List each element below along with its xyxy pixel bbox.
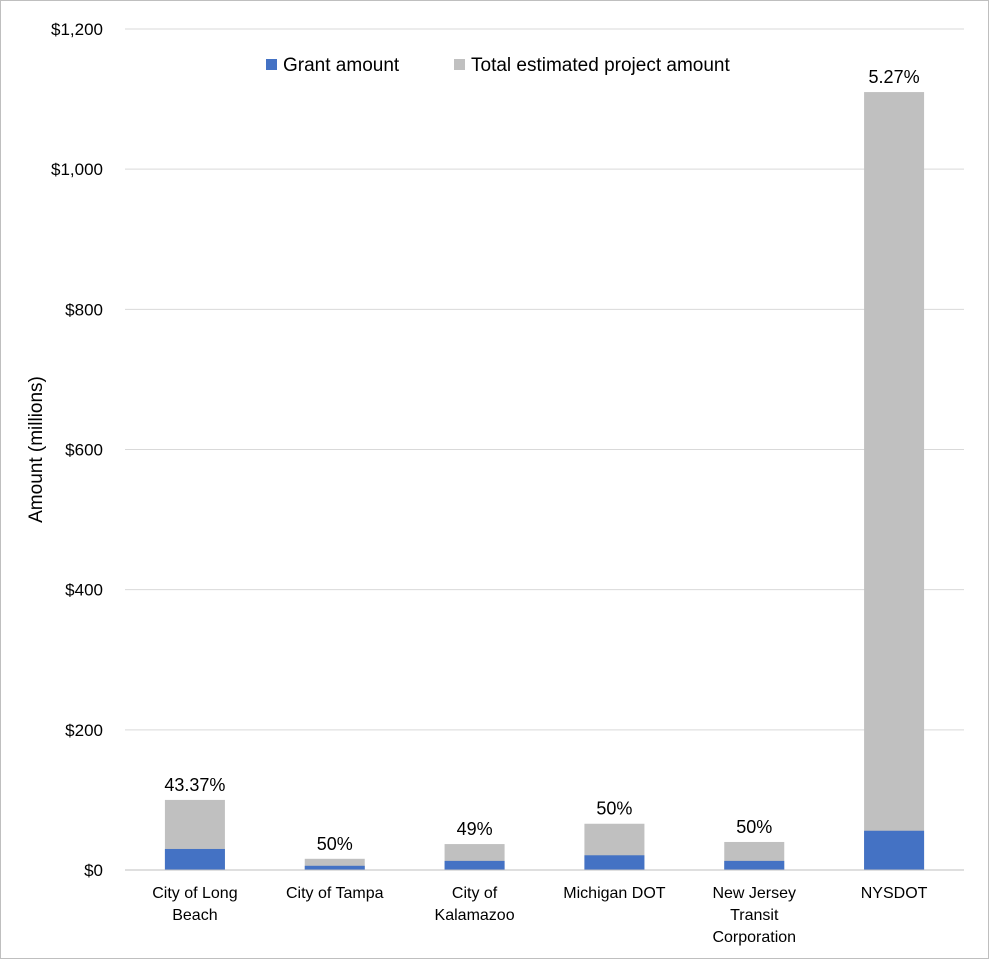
bar-grant <box>164 848 225 870</box>
data-label: 50% <box>317 834 353 854</box>
x-category-label: City of Tampa <box>286 885 384 902</box>
bar-grant <box>304 865 365 870</box>
y-tick-label: $400 <box>65 581 103 600</box>
x-category-label: City of Long Beach <box>152 885 237 924</box>
bar-total-estimated <box>304 858 365 870</box>
bar-total-estimated <box>864 92 925 870</box>
x-category-label: New Jersey Transit Corporation <box>712 885 796 946</box>
legend-label-total: Total estimated project amount <box>471 55 730 76</box>
data-label: 50% <box>736 817 772 837</box>
legend: Grant amount Total estimated project amo… <box>266 55 730 76</box>
data-label: 49% <box>457 819 493 839</box>
bars <box>164 92 925 870</box>
legend-swatch-grant <box>266 59 277 70</box>
bar-grant <box>724 860 785 870</box>
y-axis-tick-labels: $0 $200 $400 $600 $800 $1,000 $1,200 <box>51 20 103 880</box>
data-label: 50% <box>596 799 632 819</box>
x-axis-category-labels: City of Long Beach City of Tampa City of Kal… <box>152 885 927 946</box>
bar-grant <box>584 855 645 870</box>
bar-grant <box>444 860 505 870</box>
y-tick-label: $1,200 <box>51 20 103 39</box>
x-category-label: NYSDOT <box>861 885 928 902</box>
x-category-label: City of Kalamazoo <box>435 885 515 924</box>
y-tick-label: $0 <box>84 861 103 880</box>
bar-grant <box>864 830 925 870</box>
legend-swatch-total <box>454 59 465 70</box>
gridlines <box>125 28 964 731</box>
y-tick-label: $800 <box>65 300 103 319</box>
y-tick-label: $1,000 <box>51 160 103 179</box>
data-label: 5.27% <box>869 67 920 87</box>
legend-label-grant: Grant amount <box>283 55 400 76</box>
data-labels: 43.37% 50% 49% 50% 50% 5.27% <box>164 67 919 854</box>
x-category-label: Michigan DOT <box>563 885 665 902</box>
y-axis-title: Amount (millions) <box>26 376 47 523</box>
data-label: 43.37% <box>164 775 225 795</box>
y-tick-label: $200 <box>65 721 103 740</box>
y-tick-label: $600 <box>65 441 103 460</box>
